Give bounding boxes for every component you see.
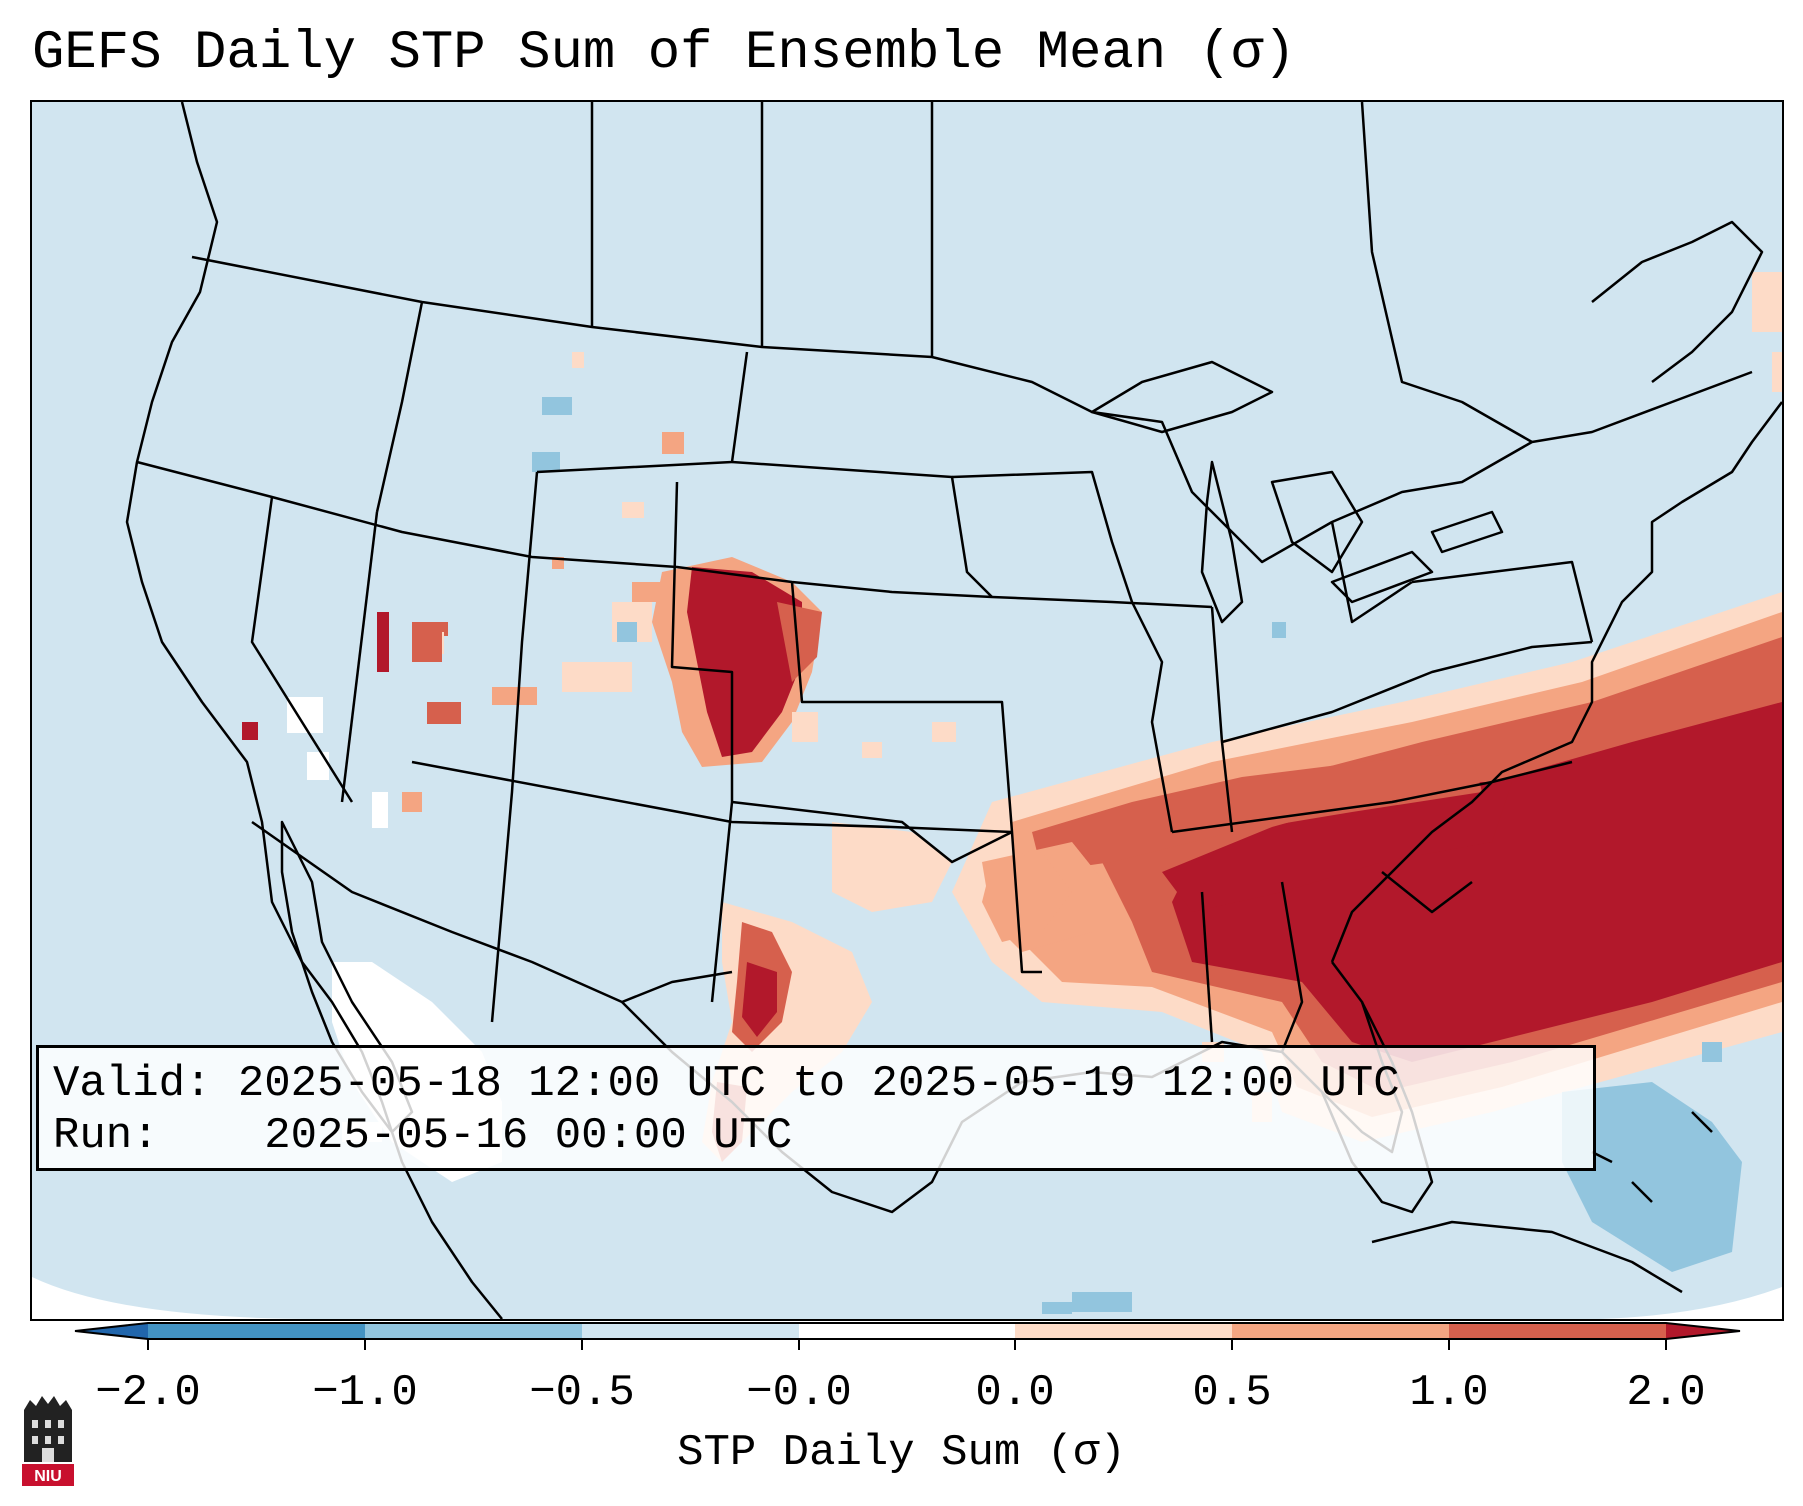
stp-region-colorado-inner	[777, 602, 822, 682]
stp-pixel-negative	[1072, 1292, 1132, 1312]
run-label: Run:	[53, 1111, 159, 1161]
border-state	[490, 471, 539, 1023]
stp-pixel	[1752, 272, 1782, 332]
border-state	[951, 470, 1174, 833]
valid-value: 2025-05-18 12:00 UTC to 2025-05-19 12:00…	[237, 1059, 1400, 1109]
border-us-mexico	[251, 820, 733, 1004]
colorbar-seg-1-2	[1449, 1323, 1666, 1339]
stp-pixel-negative	[617, 622, 637, 642]
colorbar-tick-label: 0.0	[975, 1368, 1055, 1418]
stp-pixel	[632, 582, 672, 602]
border-state	[340, 511, 379, 803]
border-state	[1200, 891, 1214, 1043]
niu-logo: NIU	[22, 1396, 74, 1486]
stp-region-texas-max	[742, 962, 777, 1037]
stp-pixel	[932, 722, 956, 742]
stp-pixel	[402, 792, 422, 812]
colorbar-tick-label: 2.0	[1626, 1368, 1706, 1418]
niu-logo-text: NIU	[34, 1468, 62, 1485]
niu-logo-windows	[32, 1420, 64, 1462]
coastline-cuba	[1371, 1220, 1683, 1294]
colorbar-ticks	[147, 1339, 1667, 1350]
lake-michigan	[1200, 460, 1244, 624]
stp-pixel	[792, 712, 818, 742]
chart-title: GEFS Daily STP Sum of Ensemble Mean (σ)	[32, 23, 1296, 84]
lake-superior	[1090, 360, 1274, 434]
colorbar-tick-label: −0.0	[746, 1368, 852, 1418]
stp-pixel	[662, 432, 684, 454]
colorbar-tick-label: −0.5	[529, 1368, 635, 1418]
stp-pixel	[572, 352, 584, 368]
border-state	[250, 496, 354, 803]
colorbar-label: STP Daily Sum (σ)	[677, 1428, 1126, 1478]
lake-erie	[1330, 550, 1434, 604]
niu-logo-banner	[22, 1464, 74, 1486]
stp-pixel-negative	[542, 397, 572, 415]
border-state	[1221, 640, 1593, 744]
border-state	[731, 460, 993, 598]
stp-region-arkansas	[982, 852, 1072, 942]
stp-pixel-negative	[1702, 1042, 1722, 1062]
run-value: 2025-05-16 00:00 UTC	[264, 1111, 793, 1161]
stp-region-colorado-core	[687, 567, 802, 757]
coastline-atlantic	[1330, 401, 1782, 963]
colorbar-extend-low	[75, 1323, 148, 1339]
stp-pixel	[622, 502, 644, 518]
stp-pixel-negative	[1272, 622, 1286, 638]
border-canada-on-qc	[1360, 102, 1533, 444]
stp-region-caribbean-negative	[1562, 1082, 1742, 1272]
colorbar-seg-05-1	[1232, 1323, 1449, 1339]
border-state	[136, 460, 1213, 609]
border-state	[1171, 760, 1573, 834]
border-state	[1280, 881, 1304, 1053]
niu-logo-shield	[24, 1396, 72, 1462]
map-panel	[30, 100, 1784, 1321]
stp-anomaly-field	[242, 272, 1782, 1314]
colorbar-seg-neg2-neg1	[148, 1323, 365, 1339]
stp-pixel	[562, 662, 632, 692]
stp-pixel	[242, 722, 258, 740]
lake-ontario	[1430, 510, 1504, 554]
border-state	[411, 760, 1013, 834]
stp-pixel	[377, 612, 389, 672]
border-state	[1330, 521, 1413, 624]
run-row: Run: 2025-05-16 00:00 UTC	[53, 1110, 1579, 1162]
stp-pixel	[862, 742, 882, 758]
border-state	[731, 800, 1013, 864]
colorbar-tick-label: 1.0	[1409, 1368, 1489, 1418]
coastline-maritimes	[1591, 220, 1764, 383]
colorbar-seg-neg05-0	[582, 1323, 799, 1339]
stp-pixel	[492, 687, 537, 705]
border-state	[790, 581, 1042, 974]
stp-pixel	[427, 702, 461, 724]
colorbar-tick-label: −2.0	[95, 1368, 201, 1418]
stp-pixel-white	[307, 752, 329, 780]
border-state	[670, 481, 734, 1003]
stp-region-tennessee-band	[1032, 752, 1482, 872]
stp-pixel-negative	[1042, 1302, 1072, 1314]
stp-pixel	[412, 622, 442, 662]
valid-run-info-box: Valid: 2025-05-18 12:00 UTC to 2025-05-1…	[36, 1045, 1596, 1171]
valid-label: Valid:	[53, 1059, 212, 1109]
border-canada-us	[191, 255, 1753, 564]
lake-huron	[1270, 470, 1364, 574]
border-state	[1411, 560, 1594, 643]
colorbar-seg-zero	[799, 1323, 1015, 1339]
stp-pixel-negative	[532, 452, 560, 472]
colorbar-tick-label: −1.0	[312, 1368, 418, 1418]
border-state	[1381, 871, 1473, 914]
stp-region-southeast-core	[1172, 702, 1782, 1062]
colorbar-seg-neg1-neg05	[365, 1323, 582, 1339]
colorbar-extend-high	[1666, 1323, 1740, 1339]
colorbar-seg-0-05	[1015, 1323, 1232, 1339]
stp-pixel-white	[372, 792, 388, 828]
border-canada-bc-ab	[375, 301, 424, 513]
stp-region-carolinas	[1162, 782, 1512, 912]
stp-pixel	[1772, 352, 1782, 392]
colorbar-tick-label: 0.5	[1192, 1368, 1272, 1418]
colorbar-outline	[74, 1322, 1741, 1340]
valid-row: Valid: 2025-05-18 12:00 UTC to 2025-05-1…	[53, 1058, 1579, 1110]
stp-region-oklahoma	[832, 822, 952, 912]
